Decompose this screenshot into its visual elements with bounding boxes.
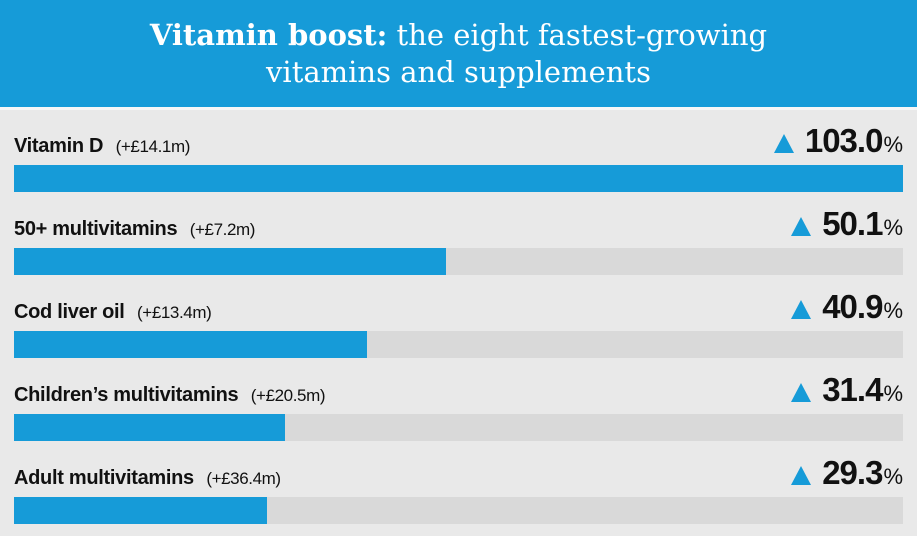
- chart-row-50plus-multivitamins: 50+ multivitamins (+£7.2m) 50.1 %: [0, 194, 917, 277]
- bar-track: [14, 248, 903, 275]
- category-amount: (+£7.2m): [189, 220, 256, 239]
- bar-track: [14, 497, 903, 524]
- up-triangle-icon: [791, 217, 812, 236]
- percent-value: 29.3: [822, 454, 883, 491]
- value-group: 31.4 %: [791, 371, 903, 408]
- title-line-2: vitamins and supplements: [266, 54, 651, 89]
- chart-row-childrens-multivitamins: Children’s multivitamins (+£20.5m) 31.4 …: [0, 360, 917, 443]
- up-triangle-icon: [791, 383, 812, 402]
- category-label: Cod liver oil: [14, 301, 125, 323]
- percent-value: 103.0: [804, 122, 884, 159]
- category-amount: (+£14.1m): [115, 137, 191, 156]
- category-label: 50+ multivitamins: [14, 218, 178, 240]
- category: Cod liver oil (+£13.4m): [14, 298, 212, 326]
- up-triangle-icon: [791, 466, 812, 485]
- category-amount: (+£13.4m): [137, 303, 212, 322]
- title-line-1: Vitamin boost: the eight fastest-growing: [150, 17, 767, 54]
- percent-value: 50.1: [822, 205, 883, 242]
- bar-fill: [14, 248, 447, 275]
- chart-row-adult-multivitamins: Adult multivitamins (+£36.4m) 29.3 %: [0, 443, 917, 526]
- bar-track: [14, 414, 903, 441]
- category-label: Vitamin D: [14, 135, 104, 157]
- up-triangle-icon: [791, 300, 812, 319]
- percent-sign: %: [883, 215, 903, 240]
- bar-track: [14, 165, 903, 192]
- title-line-1-rest: the eight fastest-growing: [387, 17, 768, 52]
- title-bold-part: Vitamin boost:: [149, 17, 388, 52]
- chart-title-banner: Vitamin boost: the eight fastest-growing…: [0, 0, 917, 110]
- category-label: Adult multivitamins: [14, 467, 194, 489]
- bar-fill: [14, 497, 267, 524]
- value-group: 29.3 %: [791, 454, 903, 491]
- bar-track: [14, 331, 903, 358]
- category: Vitamin D (+£14.1m): [14, 132, 190, 160]
- category: Adult multivitamins (+£36.4m): [14, 464, 281, 492]
- category: Children’s multivitamins (+£20.5m): [14, 381, 326, 409]
- bar-fill: [14, 331, 367, 358]
- percent-sign: %: [883, 132, 903, 157]
- chart-row-vitamin-d: Vitamin D (+£14.1m) 103.0 %: [0, 111, 917, 194]
- category-amount: (+£36.4m): [206, 469, 281, 488]
- percent-value: 40.9: [822, 288, 883, 325]
- up-triangle-icon: [773, 134, 794, 153]
- value-group: 40.9 %: [791, 288, 903, 325]
- bar-chart: Vitamin D (+£14.1m) 103.0 % 50+ multivit…: [0, 110, 917, 526]
- percent-value: 31.4: [822, 371, 883, 408]
- percent-sign: %: [883, 381, 903, 406]
- bar-fill: [14, 414, 285, 441]
- value-group: 103.0 %: [773, 122, 903, 159]
- chart-row-cod-liver-oil: Cod liver oil (+£13.4m) 40.9 %: [0, 277, 917, 360]
- percent-sign: %: [883, 464, 903, 489]
- category-label: Children’s multivitamins: [14, 384, 239, 406]
- bar-fill: [14, 165, 903, 192]
- value-group: 50.1 %: [791, 205, 903, 242]
- percent-sign: %: [883, 298, 903, 323]
- category-amount: (+£20.5m): [250, 386, 326, 405]
- category: 50+ multivitamins (+£7.2m): [14, 215, 255, 243]
